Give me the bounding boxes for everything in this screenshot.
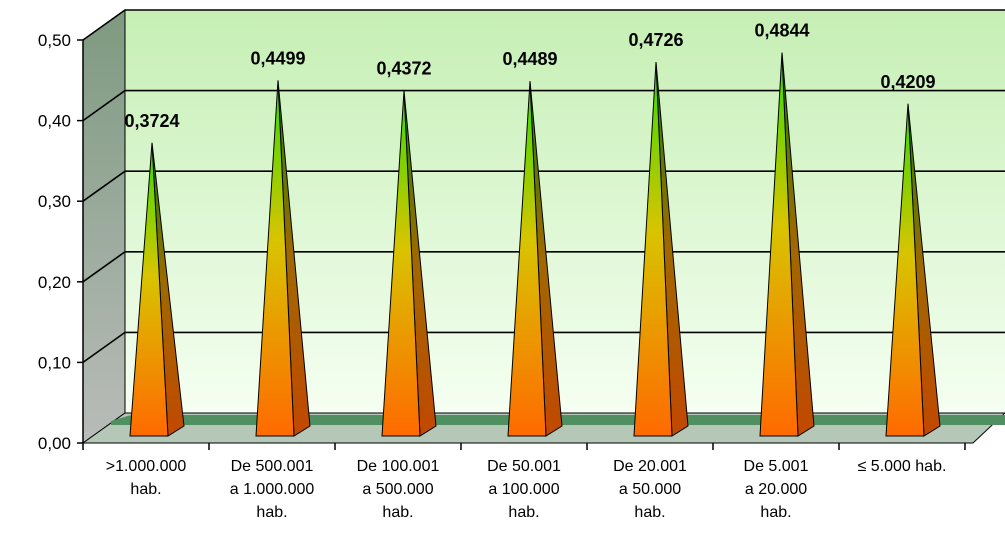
x-tick-label: De 100.001: [357, 458, 440, 475]
pyramid-bar: [633, 62, 689, 437]
y-tick-label: 0,30: [38, 192, 71, 211]
pyramid-bar: [129, 142, 185, 437]
data-label: 0,3724: [124, 111, 179, 131]
gridline: [82, 170, 1005, 202]
x-tick-label: a 20.000: [745, 481, 807, 498]
gridline: [82, 251, 1005, 283]
pyramid-bar: [759, 52, 815, 437]
gridline: [82, 331, 1005, 364]
data-label: 0,4372: [376, 59, 431, 79]
x-tick-label: hab.: [760, 504, 791, 521]
pyramid-front-face: [129, 142, 169, 437]
x-tick-label: De 5.001: [744, 458, 809, 475]
pyramid-bar: [255, 80, 311, 437]
x-axis: >1.000.000 hab. De 500.001 a 1.000.000 hab. D…: [82, 443, 966, 521]
y-tick-label: 0,00: [38, 434, 71, 453]
y-tick-label: 0,20: [38, 273, 71, 292]
x-tick-label: De 500.001: [231, 458, 314, 475]
x-tick-label: a 1.000.000: [230, 481, 315, 498]
pyramid-front-face: [381, 90, 421, 437]
data-label: 0,4209: [880, 72, 935, 92]
gridline: [82, 9, 1005, 41]
data-label: 0,4499: [250, 48, 305, 68]
x-tick-label: hab.: [508, 504, 539, 521]
pyramid-bar: [885, 103, 941, 437]
back-wall: [124, 9, 1005, 414]
x-tick-label: ≤ 5.000 hab.: [858, 458, 947, 475]
y-tick-label: 0,10: [38, 353, 71, 372]
x-tick-label: a 50.000: [619, 481, 681, 498]
x-tick-label: a 500.000: [362, 481, 433, 498]
pyramid-front-face: [885, 103, 925, 437]
y-tick-label: 0,40: [38, 112, 71, 131]
x-tick-label: hab.: [256, 504, 287, 521]
data-label: 0,4726: [628, 30, 683, 50]
bars: 0,3724 0,4499 0,4372 0,4489 0,4726 0,4844 0,42…: [124, 21, 941, 437]
x-tick-label: hab.: [382, 504, 413, 521]
x-tick-label: De 20.001: [613, 458, 687, 475]
x-tick-label: hab.: [634, 504, 665, 521]
gridlines: [82, 9, 1005, 364]
y-axis: 0,00 0,10 0,20 0,30 0,40 0,50: [38, 31, 84, 453]
pyramid-front-face: [759, 52, 799, 437]
x-tick-label: a 100.000: [488, 481, 559, 498]
pyramid-bar: [381, 90, 437, 437]
x-tick-label: De 50.001: [487, 458, 561, 475]
pyramid-front-face: [507, 81, 547, 437]
gridline: [82, 89, 1005, 122]
pyramid-bar: [507, 81, 563, 437]
pyramid-front-face: [255, 80, 295, 437]
x-tick-label: hab.: [130, 481, 161, 498]
side-wall: [82, 9, 126, 444]
x-tick-label: >1.000.000: [106, 458, 187, 475]
data-label: 0,4844: [754, 21, 809, 41]
pyramid-front-face: [633, 62, 673, 437]
data-label: 0,4489: [502, 49, 557, 69]
y-tick-label: 0,50: [38, 31, 71, 50]
